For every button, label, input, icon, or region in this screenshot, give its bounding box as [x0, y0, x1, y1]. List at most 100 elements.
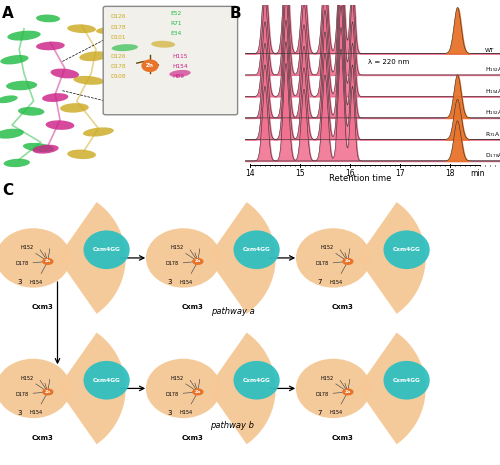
- Text: 3: 3: [168, 410, 172, 416]
- Text: 17: 17: [395, 169, 405, 178]
- Ellipse shape: [296, 228, 370, 288]
- Text: H152: H152: [320, 245, 334, 250]
- Ellipse shape: [8, 31, 40, 40]
- Ellipse shape: [146, 228, 220, 288]
- Text: A: A: [2, 7, 14, 21]
- Text: 3: 3: [168, 279, 172, 285]
- Text: D$_{178}$A: D$_{178}$A: [485, 151, 500, 160]
- Ellipse shape: [151, 41, 175, 48]
- Text: H154: H154: [330, 279, 343, 285]
- Ellipse shape: [46, 120, 74, 130]
- Text: pathway b: pathway b: [210, 421, 254, 430]
- Ellipse shape: [0, 55, 28, 65]
- Text: H154: H154: [30, 410, 43, 415]
- Text: Retention time: Retention time: [329, 173, 391, 183]
- Polygon shape: [58, 202, 126, 314]
- Text: H154: H154: [180, 410, 193, 415]
- Ellipse shape: [32, 145, 58, 153]
- Polygon shape: [358, 202, 426, 314]
- Text: Zn: Zn: [44, 390, 51, 394]
- Text: C: C: [2, 183, 14, 198]
- Text: Cxm4GG: Cxm4GG: [92, 247, 120, 252]
- Text: 3: 3: [18, 279, 22, 285]
- Text: H152: H152: [170, 245, 183, 250]
- Text: D178: D178: [316, 261, 329, 266]
- Text: H115: H115: [173, 54, 188, 59]
- Circle shape: [43, 389, 53, 395]
- Text: H154: H154: [173, 64, 188, 69]
- Text: Zn: Zn: [146, 63, 154, 68]
- Text: Cxm4GG: Cxm4GG: [92, 378, 120, 383]
- Ellipse shape: [23, 143, 54, 152]
- Text: D178: D178: [166, 392, 179, 397]
- Ellipse shape: [4, 159, 30, 167]
- Text: H$_{154}$A: H$_{154}$A: [485, 87, 500, 96]
- Ellipse shape: [96, 27, 120, 34]
- Text: 7: 7: [318, 279, 322, 285]
- Ellipse shape: [234, 230, 280, 269]
- Circle shape: [43, 259, 53, 264]
- Text: Cxm4GG: Cxm4GG: [392, 378, 420, 383]
- Text: H152: H152: [170, 376, 183, 381]
- Ellipse shape: [234, 361, 280, 399]
- Text: H$_{152}$A-H$_{154}$A: H$_{152}$A-H$_{154}$A: [485, 108, 500, 117]
- Ellipse shape: [67, 150, 96, 159]
- Text: Cxm3: Cxm3: [31, 435, 53, 441]
- Text: min: min: [470, 169, 485, 178]
- Text: H152: H152: [20, 245, 34, 250]
- Polygon shape: [208, 332, 276, 444]
- Circle shape: [193, 389, 203, 395]
- Text: λ = 220 nm: λ = 220 nm: [368, 59, 409, 65]
- Ellipse shape: [384, 361, 430, 399]
- Text: D178: D178: [16, 261, 29, 266]
- Text: D126: D126: [110, 54, 126, 59]
- Ellipse shape: [146, 359, 220, 418]
- Ellipse shape: [384, 230, 430, 269]
- FancyBboxPatch shape: [103, 7, 238, 115]
- Text: Cxm3: Cxm3: [181, 435, 203, 441]
- Circle shape: [343, 389, 353, 395]
- Text: D178: D178: [110, 64, 126, 69]
- Text: D178: D178: [110, 25, 126, 29]
- Polygon shape: [358, 332, 426, 444]
- Circle shape: [142, 60, 158, 72]
- Ellipse shape: [42, 93, 68, 102]
- Text: H154: H154: [30, 279, 43, 285]
- Circle shape: [343, 259, 353, 264]
- Text: Cxm3: Cxm3: [31, 304, 53, 310]
- Text: D108: D108: [110, 74, 126, 80]
- Text: H152: H152: [320, 376, 334, 381]
- Text: D101: D101: [110, 35, 126, 40]
- Text: B: B: [230, 7, 241, 21]
- Text: D126: D126: [110, 14, 126, 19]
- Text: R71: R71: [170, 21, 182, 26]
- Text: 3: 3: [18, 410, 22, 416]
- Text: 15: 15: [295, 169, 305, 178]
- Ellipse shape: [0, 359, 70, 418]
- Text: Cxm4GG: Cxm4GG: [242, 247, 270, 252]
- Ellipse shape: [296, 359, 370, 418]
- Text: pathway a: pathway a: [210, 307, 254, 316]
- Text: Cxm4GG: Cxm4GG: [392, 247, 420, 252]
- Text: D178: D178: [316, 392, 329, 397]
- Text: D178: D178: [166, 261, 179, 266]
- Ellipse shape: [6, 81, 37, 90]
- Text: Zn: Zn: [344, 390, 351, 394]
- Ellipse shape: [84, 361, 130, 399]
- Text: 16: 16: [345, 169, 355, 178]
- Text: Cxm3: Cxm3: [331, 435, 353, 441]
- Ellipse shape: [83, 127, 114, 137]
- Ellipse shape: [60, 103, 89, 113]
- Ellipse shape: [18, 107, 44, 116]
- Text: 18: 18: [446, 169, 455, 178]
- Text: E34: E34: [170, 32, 181, 36]
- Text: Zn: Zn: [44, 259, 51, 264]
- Text: Zn: Zn: [344, 259, 351, 264]
- Text: H$_{152}$A: H$_{152}$A: [485, 65, 500, 74]
- Text: Cxm4GG: Cxm4GG: [242, 378, 270, 383]
- Text: H154: H154: [180, 279, 193, 285]
- Ellipse shape: [80, 51, 108, 61]
- Ellipse shape: [36, 14, 60, 22]
- Text: H152: H152: [20, 376, 34, 381]
- Circle shape: [193, 259, 203, 264]
